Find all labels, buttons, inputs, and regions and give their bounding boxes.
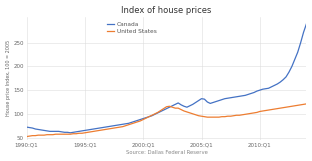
United States bbox=[185, 111, 189, 113]
Canada bbox=[243, 94, 247, 96]
United States bbox=[33, 135, 37, 137]
Canada bbox=[45, 130, 49, 132]
Canada bbox=[188, 105, 192, 107]
Canada bbox=[305, 23, 308, 25]
Canada bbox=[100, 127, 104, 128]
United States bbox=[165, 106, 168, 108]
United States bbox=[241, 114, 244, 116]
Canada bbox=[68, 132, 72, 134]
Y-axis label: House price Index, 100 = 2005: House price Index, 100 = 2005 bbox=[6, 40, 11, 116]
United States bbox=[45, 134, 49, 136]
Legend: Canada, United States: Canada, United States bbox=[105, 20, 159, 36]
United States bbox=[98, 129, 101, 131]
United States bbox=[25, 136, 28, 137]
Canada bbox=[25, 126, 28, 128]
Title: Index of house prices: Index of house prices bbox=[121, 6, 212, 14]
Canada bbox=[168, 106, 171, 108]
Line: United States: United States bbox=[27, 104, 306, 137]
Canada bbox=[33, 128, 37, 130]
Line: Canada: Canada bbox=[27, 24, 306, 133]
United States bbox=[305, 103, 308, 105]
X-axis label: Source: Dallas Federal Reserve: Source: Dallas Federal Reserve bbox=[126, 150, 207, 155]
